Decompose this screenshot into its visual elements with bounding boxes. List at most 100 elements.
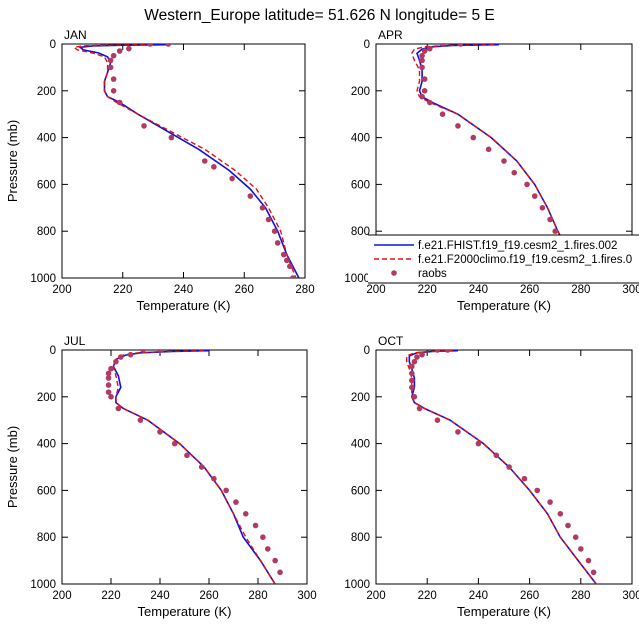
y-tick-label-oct: 0 xyxy=(364,345,370,357)
y-tick-label-jan: 600 xyxy=(37,179,56,191)
raobs-point-oct xyxy=(409,377,415,384)
raobs-point-jan xyxy=(110,76,117,82)
raobs-point-jul xyxy=(127,351,134,358)
figure-title: Western_Europe latitude= 51.626 N longit… xyxy=(144,7,494,24)
series-line-hist-oct xyxy=(408,350,597,584)
raobs-point-oct xyxy=(585,557,592,564)
raobs-point-jan xyxy=(247,193,254,199)
x-tick-label-oct: 280 xyxy=(571,590,590,602)
raobs-point-jan xyxy=(283,257,290,264)
raobs-point-apr xyxy=(421,88,428,94)
x-tick-label-jul: 300 xyxy=(297,590,316,602)
raobs-point-oct xyxy=(506,464,512,470)
x-tick-label-jan: 240 xyxy=(174,284,193,296)
y-tick-label-oct: 400 xyxy=(351,439,370,451)
y-tick-label-apr: 200 xyxy=(351,86,370,98)
raobs-point-apr xyxy=(419,57,425,64)
panel-title-jul: JUL xyxy=(64,334,86,348)
y-tick-label-jan: 400 xyxy=(37,133,56,145)
raobs-point-apr xyxy=(539,205,546,211)
x-tick-label-jan: 280 xyxy=(295,284,314,296)
plot-frame-jan xyxy=(61,43,306,279)
y-tick-label-jul: 800 xyxy=(37,532,56,544)
raobs-point-oct xyxy=(557,511,564,517)
raobs-point-jul xyxy=(265,546,271,552)
raobs-point-jul xyxy=(105,370,112,377)
raobs-point-apr xyxy=(524,181,530,188)
raobs-point-apr xyxy=(455,123,461,129)
raobs-point-oct xyxy=(590,569,597,576)
raobs-point-jan xyxy=(165,44,172,47)
y-tick-label-apr: 0 xyxy=(364,39,370,51)
raobs-point-jan xyxy=(147,44,153,47)
raobs-point-jul xyxy=(260,534,266,540)
y-tick-label-oct: 200 xyxy=(351,392,370,404)
y-tick-label-jul: 200 xyxy=(37,392,56,404)
series-line-hist-jul xyxy=(112,350,276,584)
raobs-point-oct xyxy=(419,351,425,358)
raobs-point-jul xyxy=(105,389,112,395)
raobs-point-oct xyxy=(409,370,415,377)
raobs-point-jul xyxy=(108,394,114,400)
raobs-point-oct xyxy=(475,440,482,447)
panel-title-oct: OCT xyxy=(378,334,404,348)
y-tick-label-jul: 0 xyxy=(50,345,56,357)
x-tick-label-apr: 280 xyxy=(571,284,590,296)
raobs-point-oct xyxy=(534,487,541,494)
y-tick-label-jul: 400 xyxy=(37,439,56,451)
raobs-point-apr xyxy=(421,48,428,54)
panel-oct: OCT 200 220 240 260 280 300 0 200 400 600 800 1000 Te… xyxy=(344,334,639,619)
raobs-point-apr xyxy=(552,228,558,234)
raobs-point-jan xyxy=(229,175,235,182)
raobs-point-apr xyxy=(501,158,507,164)
x-tick-label-oct: 260 xyxy=(520,590,539,602)
raobs-point-oct xyxy=(578,546,584,552)
x-tick-label-jul: 240 xyxy=(150,590,169,602)
raobs-point-jan xyxy=(201,158,208,164)
x-tick-label-jul: 220 xyxy=(101,590,120,602)
raobs-point-apr xyxy=(485,146,492,153)
raobs-point-jan xyxy=(265,216,272,223)
x-tick-label-jul: 260 xyxy=(199,590,218,602)
raobs-point-jan xyxy=(168,134,175,141)
y-axis-label-jul: Pressure (mb) xyxy=(5,426,20,508)
raobs-point-jan xyxy=(107,64,114,71)
x-axis-label-jul: Temperature (K) xyxy=(138,604,232,619)
raobs-point-apr xyxy=(457,44,464,47)
raobs-point-jul xyxy=(233,499,239,505)
raobs-point-jan xyxy=(274,240,281,246)
panel-apr: APR 200 220 240 260 280 300 0 200 400 600 800 1000 Te… xyxy=(344,28,639,313)
panel-jan: JAN 200 220 240 260 280 0 200 400 600 800 1000 Tempe… xyxy=(5,28,315,313)
raobs-point-apr xyxy=(419,64,425,71)
raobs-point-oct xyxy=(434,350,441,353)
raobs-point-jul xyxy=(184,452,190,459)
panel-title-jan: JAN xyxy=(64,28,87,42)
series-line-climo-jul xyxy=(112,350,276,584)
y-tick-label-jan: 200 xyxy=(37,86,56,98)
x-tick-label-jan: 220 xyxy=(113,284,132,296)
raobs-point-apr xyxy=(439,111,446,117)
legend-label: raobs xyxy=(418,268,447,280)
raobs-point-apr xyxy=(421,76,428,82)
raobs-point-jul xyxy=(118,354,124,360)
y-tick-label-jul: 1000 xyxy=(30,579,56,591)
plot-data-apr xyxy=(411,44,585,278)
x-axis-label-jan: Temperature (K) xyxy=(137,298,231,313)
raobs-point-jul xyxy=(108,365,114,372)
raobs-point-apr xyxy=(419,93,425,100)
raobs-point-oct xyxy=(434,417,441,424)
raobs-point-jan xyxy=(211,164,217,170)
raobs-point-oct xyxy=(547,499,553,505)
x-tick-label-apr: 240 xyxy=(469,284,488,296)
x-axis-label-apr: Temperature (K) xyxy=(457,298,551,313)
raobs-point-oct xyxy=(416,405,423,412)
x-tick-label-oct: 200 xyxy=(366,590,385,602)
raobs-point-jul xyxy=(198,464,205,470)
x-tick-label-jul: 280 xyxy=(248,590,267,602)
y-tick-label-apr: 800 xyxy=(351,226,370,238)
x-tick-label-oct: 300 xyxy=(622,590,639,602)
panels: JAN 200 220 240 260 280 0 200 400 600 800 1000 Tempe… xyxy=(5,28,639,619)
y-tick-label-apr: 400 xyxy=(351,133,370,145)
raobs-point-jul xyxy=(171,440,178,447)
